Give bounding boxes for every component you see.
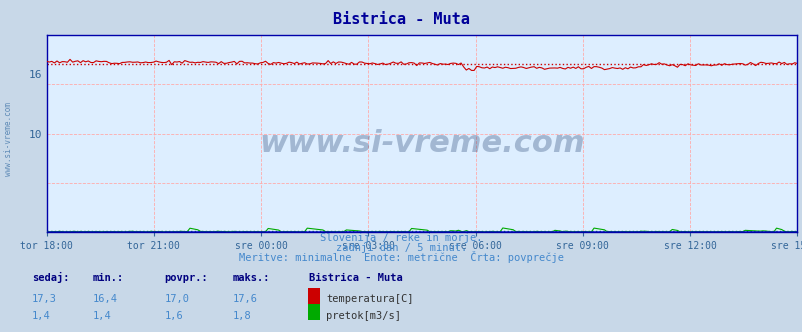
Text: temperatura[C]: temperatura[C] (326, 294, 413, 304)
Text: www.si-vreme.com: www.si-vreme.com (3, 103, 13, 176)
Text: 1,6: 1,6 (164, 311, 183, 321)
Text: pretok[m3/s]: pretok[m3/s] (326, 311, 400, 321)
Text: www.si-vreme.com: www.si-vreme.com (259, 129, 584, 158)
Text: min.:: min.: (92, 273, 124, 283)
Text: povpr.:: povpr.: (164, 273, 208, 283)
Text: 17,6: 17,6 (233, 294, 257, 304)
Text: 1,8: 1,8 (233, 311, 251, 321)
Text: Meritve: minimalne  Enote: metrične  Črta: povprečje: Meritve: minimalne Enote: metrične Črta:… (239, 251, 563, 263)
Text: Bistrica - Muta: Bistrica - Muta (333, 12, 469, 27)
Text: maks.:: maks.: (233, 273, 270, 283)
Text: sedaj:: sedaj: (32, 272, 70, 283)
Text: Slovenija / reke in morje.: Slovenija / reke in morje. (320, 233, 482, 243)
Text: 1,4: 1,4 (92, 311, 111, 321)
Text: 17,3: 17,3 (32, 294, 57, 304)
Text: 1,4: 1,4 (32, 311, 51, 321)
Text: 16,4: 16,4 (92, 294, 117, 304)
Text: zadnji dan / 5 minut.: zadnji dan / 5 minut. (335, 243, 467, 253)
Text: 17,0: 17,0 (164, 294, 189, 304)
Text: Bistrica - Muta: Bistrica - Muta (309, 273, 403, 283)
